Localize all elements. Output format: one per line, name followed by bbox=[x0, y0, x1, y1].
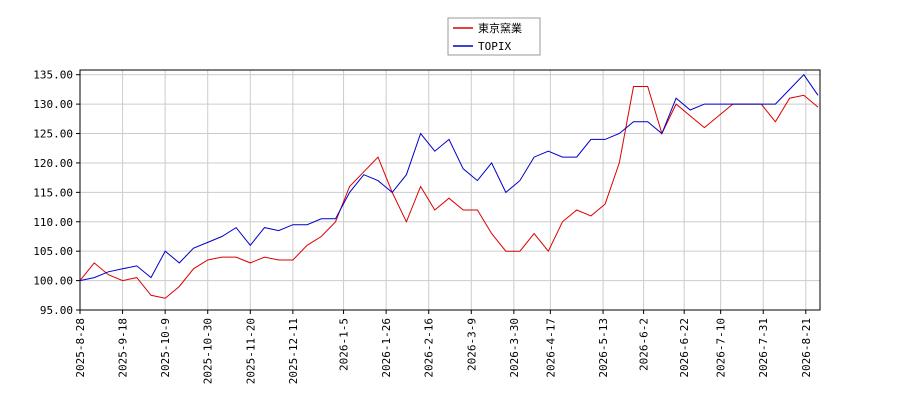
legend-label: TOPIX bbox=[478, 40, 511, 53]
y-tick-label: 100.00 bbox=[33, 275, 73, 288]
x-tick-label: 2026-1-5 bbox=[338, 318, 351, 371]
x-tick-label: 2025-12-11 bbox=[287, 318, 300, 384]
legend-label: 東京窯業 bbox=[478, 21, 522, 35]
x-tick-label: 2026-7-10 bbox=[715, 318, 728, 378]
x-tick-label: 2026-2-16 bbox=[423, 318, 436, 378]
x-tick-label: 2026-3-9 bbox=[465, 318, 478, 371]
y-tick-label: 125.00 bbox=[33, 128, 73, 141]
legend-box bbox=[447, 17, 541, 56]
x-tick-label: 2025-8-28 bbox=[74, 318, 87, 378]
x-tick-label: 2026-1-26 bbox=[380, 318, 393, 378]
y-tick-label: 105.00 bbox=[33, 245, 73, 258]
y-tick-label: 130.00 bbox=[33, 98, 73, 111]
x-tick-label: 2025-10-9 bbox=[159, 318, 172, 378]
x-tick-label: 2026-6-2 bbox=[638, 318, 651, 371]
x-tick-label: 2025-10-30 bbox=[202, 318, 215, 384]
y-tick-label: 110.00 bbox=[33, 216, 73, 229]
x-tick-label: 2026-7-31 bbox=[757, 318, 770, 378]
x-tick-label: 2025-11-20 bbox=[244, 318, 257, 384]
x-tick-label: 2026-4-17 bbox=[544, 318, 557, 378]
y-tick-label: 120.00 bbox=[33, 157, 73, 170]
x-tick-label: 2026-3-30 bbox=[508, 318, 521, 378]
y-tick-label: 95.00 bbox=[40, 304, 73, 317]
x-tick-label: 2026-6-22 bbox=[678, 318, 691, 378]
series-line bbox=[79, 73, 819, 282]
x-tick-label: 2025-9-18 bbox=[117, 318, 130, 378]
y-tick-label: 115.00 bbox=[33, 186, 73, 199]
plot-frame bbox=[79, 69, 821, 311]
x-tick-label: 2026-5-13 bbox=[597, 318, 610, 378]
x-tick-label: 2026-8-21 bbox=[800, 318, 813, 378]
y-tick-label: 135.00 bbox=[33, 69, 73, 82]
series-line bbox=[79, 86, 819, 299]
